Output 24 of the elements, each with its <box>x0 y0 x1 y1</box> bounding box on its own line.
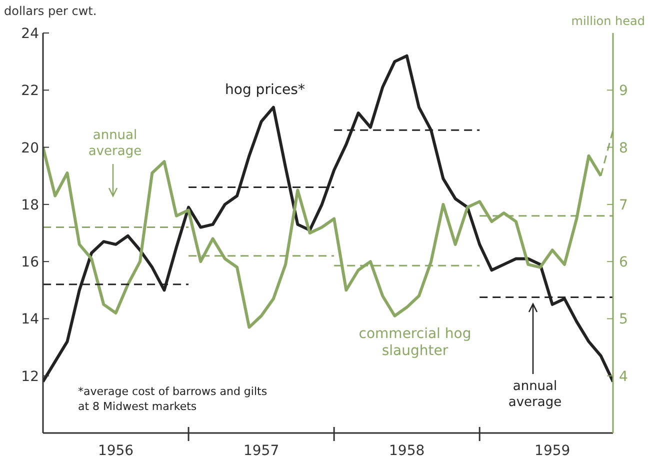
series-label: hog prices* <box>224 82 306 99</box>
text: commercial hog slaughter <box>358 326 472 360</box>
y-tick-label: 16 <box>21 254 40 271</box>
annotation: annual average <box>507 379 563 411</box>
annotation: annual average <box>87 128 143 160</box>
y-axis-title: dollars per cwt. <box>4 4 97 18</box>
y-tick-label: 24 <box>21 26 40 42</box>
y2-tick-label: 5 <box>619 312 628 328</box>
y-tick-label: 20 <box>21 140 39 156</box>
y2-tick-label: 6 <box>619 254 628 271</box>
y2-tick-label: 7 <box>619 197 628 214</box>
y2-tick-label: 4 <box>619 368 628 385</box>
y-tick-label: 12 <box>21 368 39 385</box>
y2-tick-label: 8 <box>619 140 628 156</box>
y-tick-label: 14 <box>21 312 40 328</box>
y-tick-label: 22 <box>21 83 39 100</box>
y2-tick-label: 9 <box>619 83 628 100</box>
y-tick-label: 18 <box>21 197 39 214</box>
annotation: *average cost of barrows and gilts at 8 Midwest markets <box>78 384 268 414</box>
x-tick-label: 1956 <box>98 443 134 458</box>
y2-axis-title: million head <box>571 14 645 28</box>
x-tick-label: 1957 <box>243 443 280 458</box>
x-tick-label: 1958 <box>389 443 425 458</box>
x-tick-label: 1959 <box>534 443 570 458</box>
